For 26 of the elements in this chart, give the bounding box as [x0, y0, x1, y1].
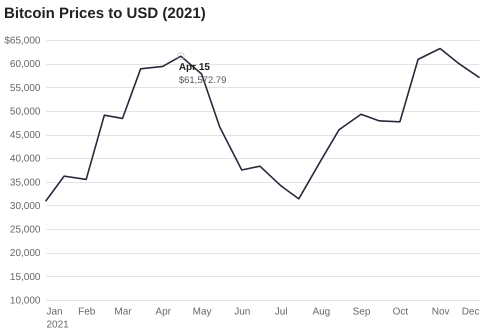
y-tick-label: 50,000 — [10, 106, 41, 118]
y-tick-label: 15,000 — [10, 272, 41, 283]
x-tick-label: Aug — [312, 306, 330, 318]
chart-title: Bitcoin Prices to USD (2021) — [4, 5, 206, 22]
y-tick-label: 55,000 — [10, 82, 41, 94]
y-tick-label: 35,000 — [10, 177, 41, 188]
x-tick-label: Dec — [462, 306, 480, 318]
x-tick-label: May — [192, 306, 212, 318]
x-tick-label: Jun — [234, 306, 250, 318]
y-tick-label: 20,000 — [10, 248, 41, 260]
y-tick-label: 60,000 — [10, 59, 41, 70]
y-tick-label: $65,000 — [4, 36, 41, 46]
x-tick-label: Feb — [78, 306, 96, 318]
y-tick-label: 40,000 — [10, 154, 41, 165]
y-tick-label: 10,000 — [10, 296, 41, 306]
y-tick-label: 45,000 — [10, 130, 41, 142]
x-tick-label: Apr — [155, 306, 172, 318]
x-tick-label: Nov — [432, 306, 450, 318]
x-tick-label: Oct — [392, 306, 408, 318]
x-tick-label: Jul — [274, 306, 288, 318]
line-series — [45, 48, 480, 202]
x-tick-label: Sep — [352, 306, 371, 318]
y-tick-label: 30,000 — [10, 200, 41, 212]
y-tick-label: 25,000 — [10, 224, 41, 236]
x-tick-label: Mar — [114, 306, 132, 318]
x-tick-label: Jan 2021 — [46, 306, 70, 329]
